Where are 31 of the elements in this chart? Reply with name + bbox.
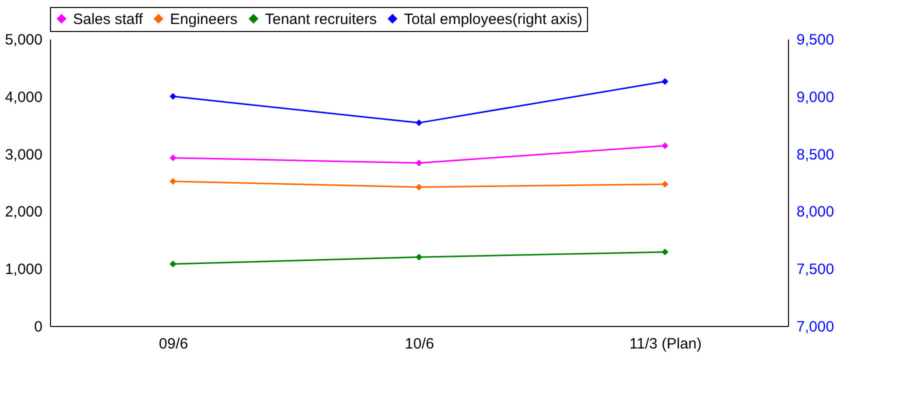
y-tick-label: 1,000 [4, 261, 42, 278]
y2-tick-label: 8,500 [796, 146, 834, 164]
y-tick-label: 3,000 [4, 146, 42, 164]
point [170, 260, 176, 268]
point [170, 154, 176, 162]
y-tick-label: 5,000 [4, 32, 42, 48]
point [662, 180, 668, 188]
y-tick-label: 4,000 [4, 88, 42, 106]
y2-tick-label: 9,500 [796, 32, 834, 48]
legend-label: Tenant recruiters [265, 10, 377, 28]
y-tick-label: 2,000 [4, 204, 42, 221]
point [416, 184, 422, 190]
y-tick-label: 0 [34, 318, 42, 336]
point [416, 119, 422, 126]
point [662, 142, 668, 150]
y2-tick-label: 9,000 [796, 88, 834, 106]
point [170, 93, 176, 100]
y2-tick-label: 8,000 [796, 204, 834, 221]
point [662, 78, 668, 85]
legend-label: Sales staff [73, 10, 144, 28]
legend-label: Total employees(right axis) [404, 10, 582, 28]
legend-label: Engineers [170, 10, 238, 28]
point [662, 248, 668, 256]
point [416, 160, 422, 166]
y2-tick-label: 7,000 [796, 318, 834, 336]
y2-tick-label: 7,500 [796, 261, 834, 278]
x-tick-label: 11/3 (Plan) [629, 336, 702, 352]
point [170, 178, 176, 185]
x-tick-label: 10/6 [404, 336, 434, 352]
x-tick-label: 09/6 [158, 336, 188, 352]
point [416, 254, 422, 260]
